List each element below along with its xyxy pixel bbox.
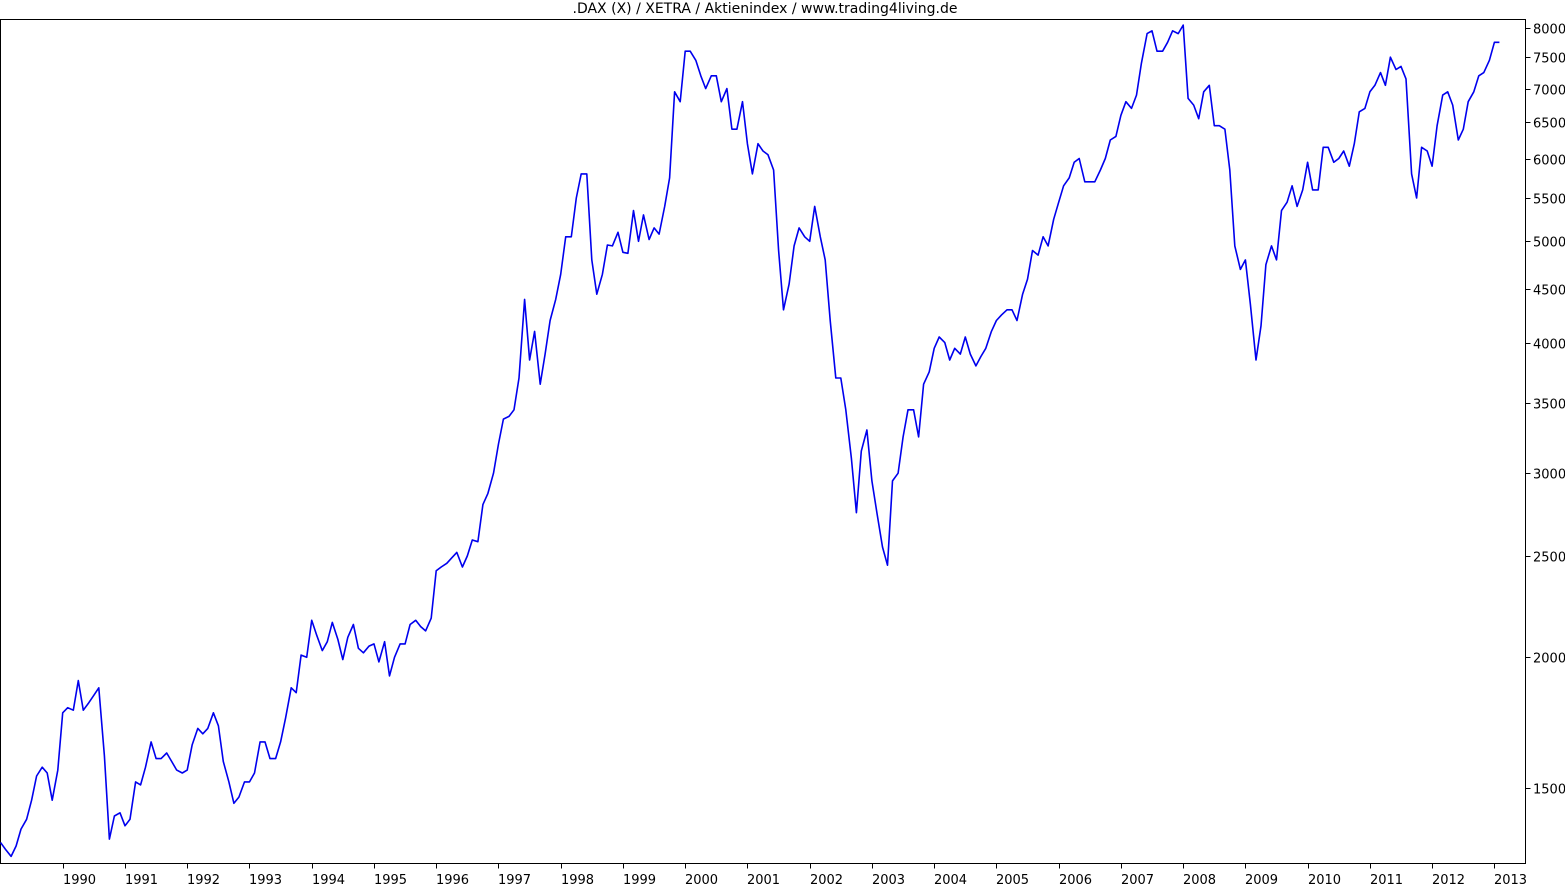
x-tick-label: 2009	[1245, 873, 1278, 887]
y-tick-label: 7500	[1533, 52, 1565, 67]
x-tick-label: 2006	[1059, 873, 1092, 887]
x-axis: 1990 1991 1992 1993 1994 1995 1996 1997 1998 1999…	[63, 863, 1527, 887]
x-tick-label: 1991	[125, 873, 158, 887]
y-tick-label: 6000	[1533, 154, 1565, 169]
x-tick-label: 2012	[1432, 873, 1465, 887]
x-tick-label: 2010	[1308, 873, 1341, 887]
series-layer	[0, 24, 1500, 858]
y-tick-label: 8000	[1533, 23, 1565, 38]
chart-title: .DAX (X) / XETRA / Aktienindex / www.tra…	[572, 1, 958, 17]
x-tick-label: 2004	[934, 873, 967, 887]
x-tick-label: 1992	[187, 873, 220, 887]
y-tick-label: 3500	[1533, 398, 1565, 413]
x-tick-label: 1995	[374, 873, 407, 887]
y-tick-label: 2000	[1533, 652, 1565, 667]
x-tick-label: 2008	[1183, 873, 1216, 887]
y-tick-label: 1500	[1533, 783, 1565, 798]
plot-frame	[0, 19, 1526, 864]
x-tick-label: 1999	[623, 873, 656, 887]
x-tick-label: 1997	[498, 873, 531, 887]
x-tick-label: 2003	[872, 873, 905, 887]
y-tick-label: 4000	[1533, 338, 1565, 353]
y-tick-label: 7000	[1533, 84, 1565, 99]
x-tick-label: 2001	[747, 873, 780, 887]
y-tick-label: 5500	[1533, 193, 1565, 208]
y-tick-label: 2500	[1533, 551, 1565, 566]
series-line	[0, 24, 1500, 858]
x-tick-label: 1996	[436, 873, 469, 887]
y-axis: 8000 7500 7000 6500 6000 5500 5000 4500 4000 3500…	[1525, 23, 1565, 798]
x-tick-label: 1994	[312, 873, 345, 887]
x-tick-label: 1990	[63, 873, 96, 887]
x-tick-label: 2005	[996, 873, 1029, 887]
x-tick-label: 2013	[1494, 873, 1527, 887]
y-tick-label: 6500	[1533, 117, 1565, 132]
x-tick-label: 1993	[249, 873, 282, 887]
x-tick-label: 1998	[561, 873, 594, 887]
y-tick-label: 3000	[1533, 468, 1565, 483]
y-tick-label: 5000	[1533, 236, 1565, 251]
x-tick-label: 2002	[810, 873, 843, 887]
y-tick-label: 4500	[1533, 284, 1565, 299]
x-tick-label: 2000	[685, 873, 718, 887]
x-tick-label: 2011	[1370, 873, 1403, 887]
x-tick-label: 2007	[1121, 873, 1154, 887]
